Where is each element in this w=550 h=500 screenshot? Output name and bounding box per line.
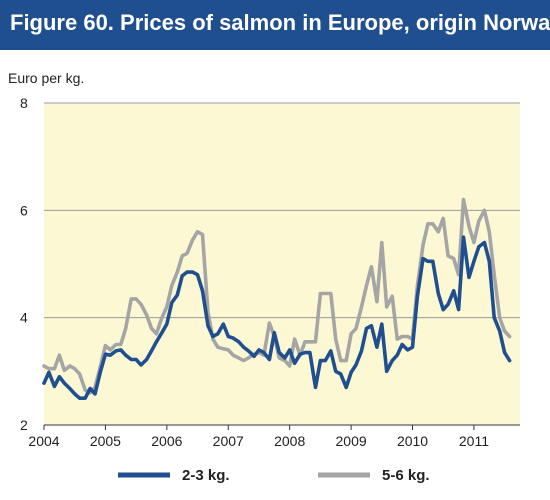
x-tick-label: 2009 [336,433,367,449]
legend-label: 5-6 kg. [382,467,430,484]
y-tick-label: 4 [20,310,28,326]
x-tick-label: 2004 [28,433,59,449]
x-tick-label: 2007 [213,433,244,449]
series-line-2-3-kg [42,235,512,400]
legend: 2-3 kg. 5-6 kg. [118,467,430,484]
series-lines [42,197,512,400]
x-tick-label: 2006 [151,433,182,449]
y-axis-unit-label: Euro per kg. [8,70,85,86]
y-tick-label: 2 [20,417,28,433]
x-tick-label: 2008 [274,433,305,449]
y-tick-label: 6 [20,202,28,218]
figure-title: Figure 60. Prices of salmon in Europe, o… [10,10,550,35]
x-tick-label: 2010 [397,433,428,449]
legend-label: 2-3 kg. [182,467,230,484]
axes: 2 4 6 8 2004 2005 2006 2007 2008 2009 2010 2011 [20,95,520,449]
x-tick-label: 2005 [90,433,121,449]
y-tick-label: 8 [20,95,28,111]
plot-area [44,103,520,425]
x-tick-label: 2011 [459,433,489,449]
figure-title-bar: Figure 60. Prices of salmon in Europe, o… [0,0,550,50]
